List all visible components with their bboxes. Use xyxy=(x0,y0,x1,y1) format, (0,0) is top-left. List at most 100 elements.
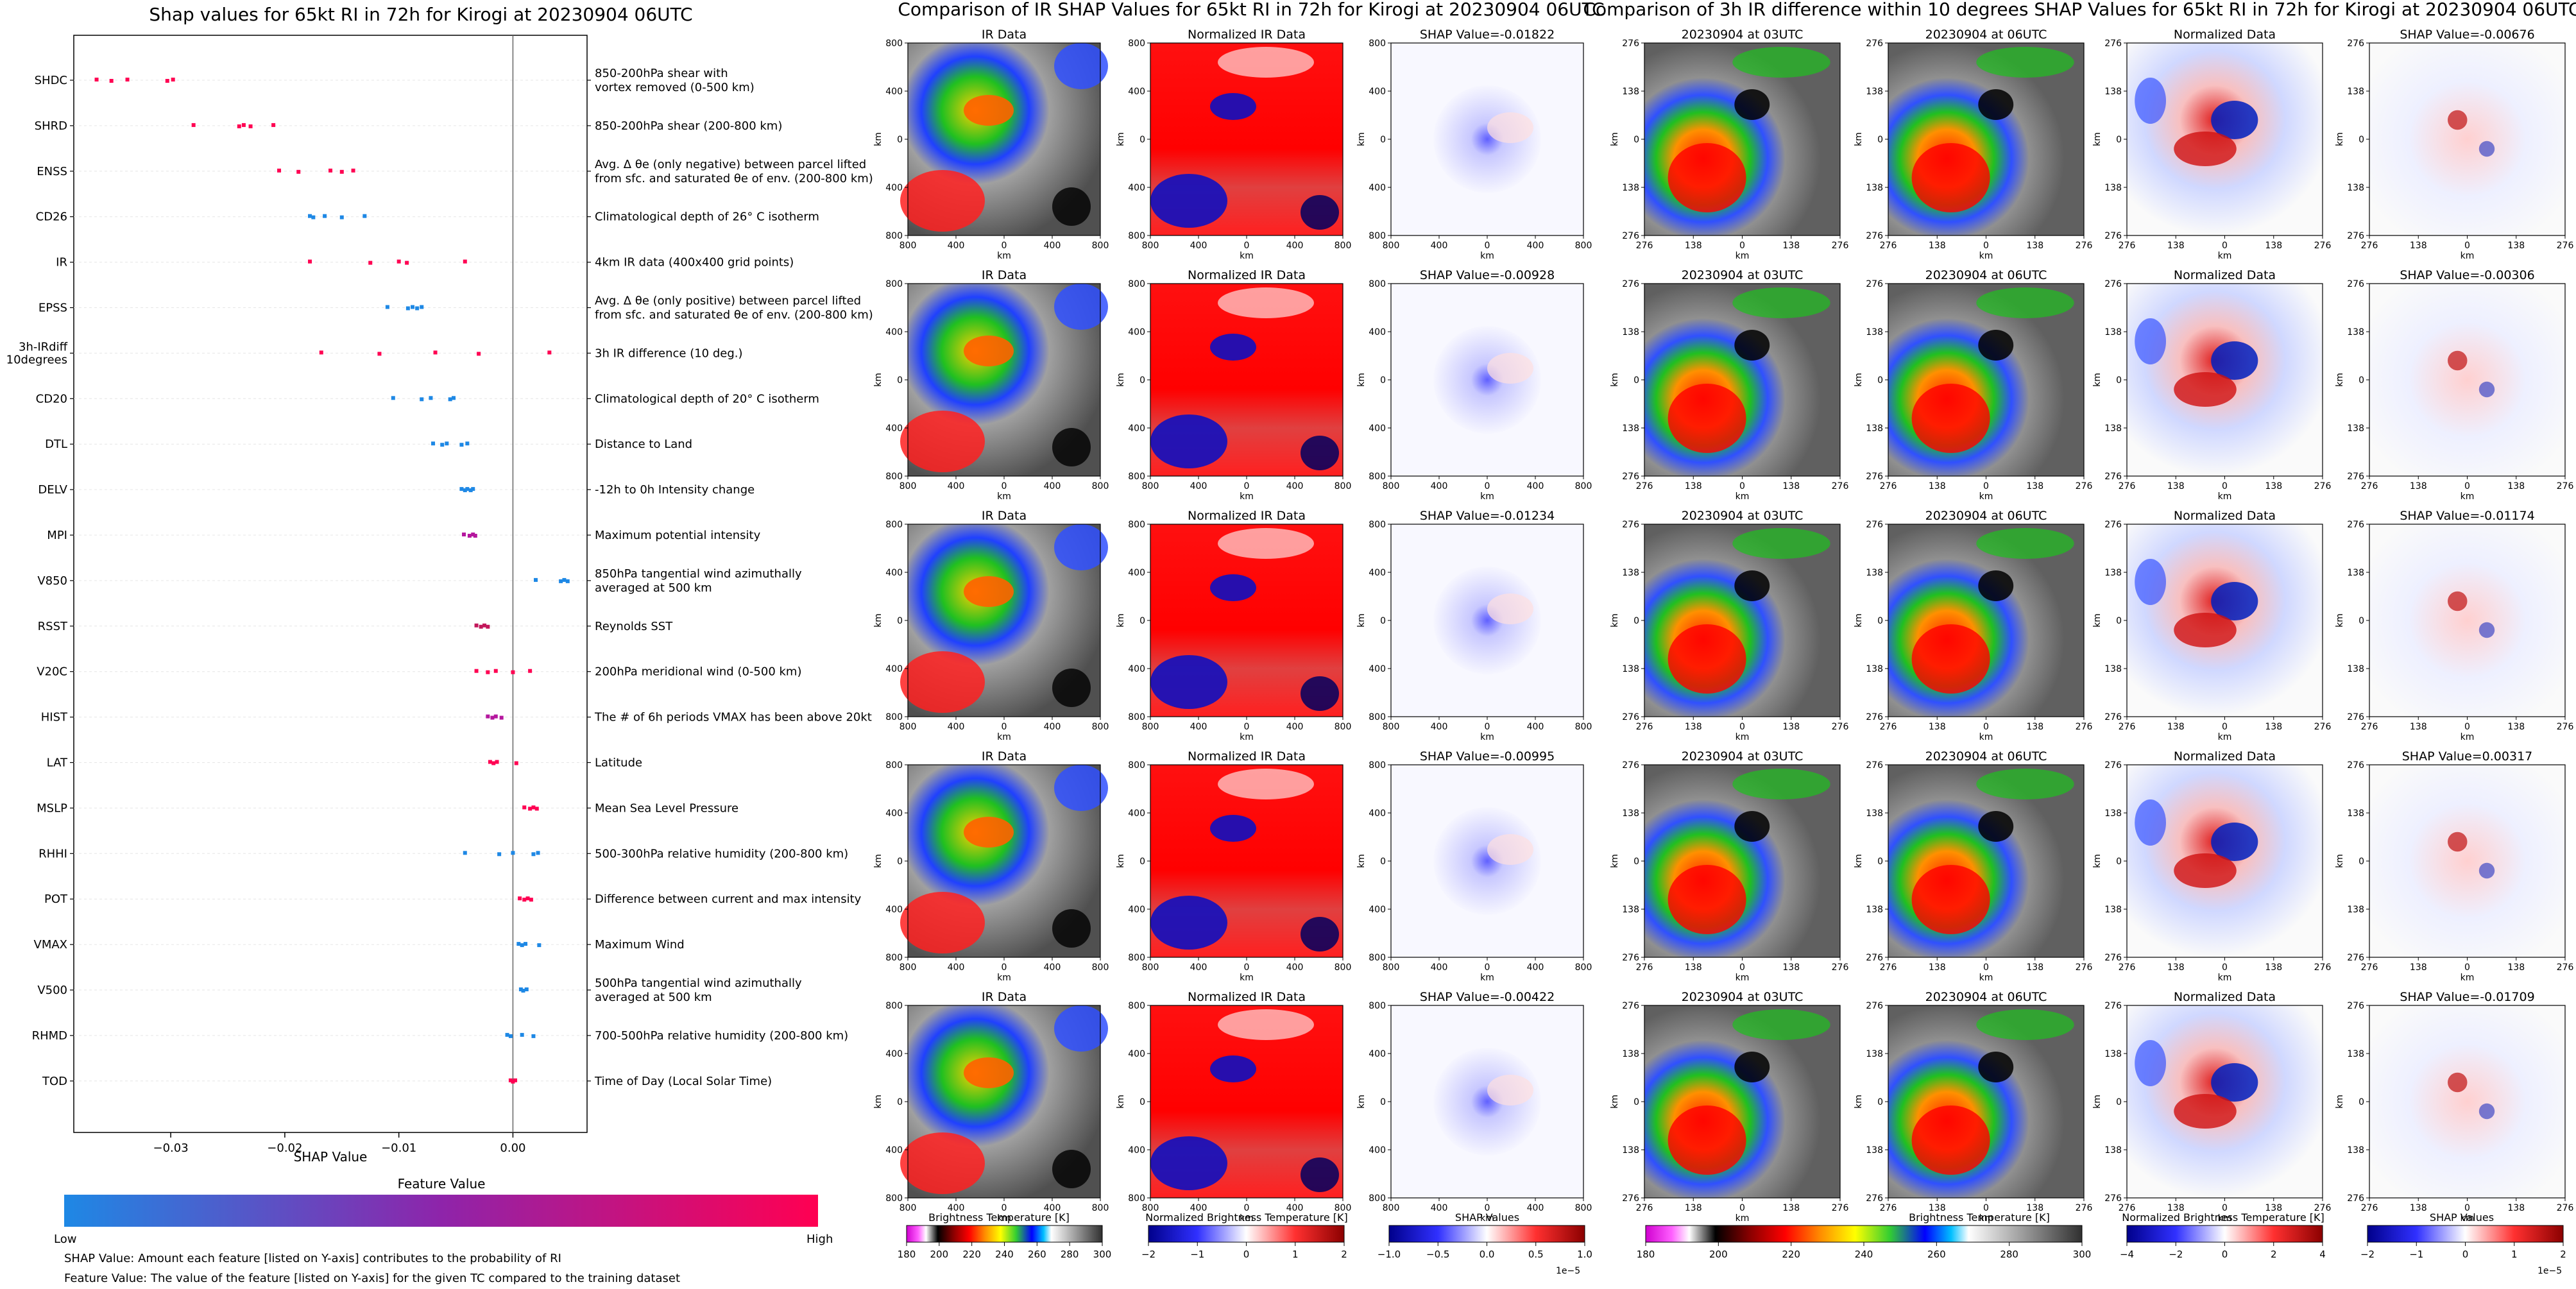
panel-r5-c3: SHAP Value=-0.00422800800400400004004008… xyxy=(1356,990,1592,1224)
x-tick-label: 800 xyxy=(1092,962,1109,973)
x-tick-label: 276 xyxy=(2557,722,2574,732)
panel-r4-c1: 20230904 at 03UTC27627613813800138138276… xyxy=(1610,749,1848,983)
shap-point xyxy=(471,487,475,491)
y-tick-label: 0 xyxy=(1877,135,1883,145)
y-tick-label: 800 xyxy=(885,1001,903,1011)
colorbar-tick-label: 0 xyxy=(2462,1249,2469,1260)
x-tick-label: 0 xyxy=(1244,481,1250,491)
y-tick-label: 800 xyxy=(1369,38,1386,49)
x-tick-label: 138 xyxy=(2507,962,2525,973)
x-axis-label: km xyxy=(1480,1213,1494,1224)
x-axis-label: km xyxy=(1480,491,1494,502)
y-tick-label: 800 xyxy=(1128,1193,1145,1204)
y-tick-label: 800 xyxy=(1369,1193,1386,1204)
x-axis-label: km xyxy=(2461,491,2475,502)
x-tick-label: 400 xyxy=(1431,1203,1448,1213)
x-tick-label: 0 xyxy=(1983,1203,1989,1213)
x-tick-label: 800 xyxy=(1575,481,1592,491)
x-tick-label: 0 xyxy=(1002,481,1007,491)
y-tick-label: 276 xyxy=(2347,472,2364,482)
y-tick-label: 276 xyxy=(1622,279,1639,289)
shap-point xyxy=(463,259,467,264)
x-tick-label: 400 xyxy=(1286,241,1304,251)
x-tick-label: 0 xyxy=(2222,962,2228,973)
colorbar-tick-label: 300 xyxy=(1093,1249,1112,1260)
feature-description: The # of 6h periods VMAX has been above … xyxy=(594,711,872,724)
y-tick-label: 0 xyxy=(1633,857,1639,867)
diff-cb3-exponent: 1e−5 xyxy=(2538,1266,2562,1276)
y-tick-label: 276 xyxy=(2104,953,2122,963)
x-tick-label: 276 xyxy=(2557,1203,2574,1213)
x-tick-label: 276 xyxy=(2314,481,2332,491)
y-tick-label: 800 xyxy=(1128,279,1145,289)
x-tick-label: 800 xyxy=(1142,1203,1159,1213)
x-tick-label: 276 xyxy=(2314,241,2332,251)
shap-point xyxy=(452,396,456,400)
colorbar-tick-label: −2 xyxy=(2169,1249,2183,1260)
x-tick-label: 138 xyxy=(2507,722,2525,732)
x-tick-label: 400 xyxy=(1044,1203,1061,1213)
x-axis-label: km xyxy=(2461,973,2475,983)
x-tick-label: 138 xyxy=(2410,962,2427,973)
x-tick-label: 800 xyxy=(1335,241,1352,251)
feature-description: 200hPa meridional wind (0-500 km) xyxy=(595,665,801,679)
y-tick-label: 800 xyxy=(885,38,903,49)
panel-title: Normalized IR Data xyxy=(1188,509,1306,523)
diff-cb3-ticks: −2 −1 0 1 2 xyxy=(2360,1242,2566,1260)
panel-r4-c3: SHAP Value=-0.00995800800400400004004008… xyxy=(1356,749,1592,983)
colorbar-tick-label: 240 xyxy=(995,1249,1014,1260)
y-tick-label: 138 xyxy=(1866,423,1883,434)
x-tick-label: 400 xyxy=(1286,962,1304,973)
y-tick-label: 276 xyxy=(2347,1193,2364,1204)
x-tick-label: 138 xyxy=(2026,241,2043,251)
shap-point xyxy=(339,215,344,219)
y-tick-label: 800 xyxy=(1369,279,1386,289)
y-axis-label: km xyxy=(1610,373,1620,387)
x-tick-label: 400 xyxy=(1286,722,1304,732)
feature-label: DELV xyxy=(38,483,67,497)
y-tick-label: 138 xyxy=(2347,568,2364,578)
shap-point xyxy=(411,305,414,309)
y-tick-label: 276 xyxy=(1866,953,1883,963)
x-tick-label: 0 xyxy=(2222,481,2228,491)
x-tick-label: 138 xyxy=(2026,1203,2043,1213)
x-axis-label: km xyxy=(1240,251,1254,261)
y-tick-label: 276 xyxy=(1622,1193,1639,1204)
shap-point xyxy=(531,805,536,810)
y-tick-label: 400 xyxy=(1128,423,1145,434)
feature-description: Distance to Land xyxy=(595,438,692,451)
panel-title: Normalized IR Data xyxy=(1188,268,1306,282)
note-feature-value: Feature Value: The value of the feature … xyxy=(64,1272,680,1285)
y-axis-label: km xyxy=(1116,132,1126,146)
y-tick-label: 0 xyxy=(897,1097,903,1107)
y-tick-label: 400 xyxy=(1369,87,1386,97)
feature-label: DTL xyxy=(45,438,67,451)
y-tick-label: 276 xyxy=(2104,712,2122,722)
x-axis: −0.03 −0.02 −0.01 0.00 xyxy=(153,1132,525,1155)
colorbar-tick-label: −2 xyxy=(1141,1249,1156,1260)
y-tick-label: 0 xyxy=(2116,616,2122,626)
panel-title: 20230904 at 03UTC xyxy=(1682,509,1804,523)
shap-point xyxy=(559,579,563,583)
panel-r4-c4: SHAP Value=0.003172762761381380013813827… xyxy=(2335,749,2573,983)
panel-title: 20230904 at 03UTC xyxy=(1682,268,1804,282)
shap-point xyxy=(547,350,552,355)
x-tick-label: 138 xyxy=(2507,1203,2525,1213)
y-tick-label: 138 xyxy=(1622,664,1639,674)
colorbar-tick-label: 200 xyxy=(1709,1249,1728,1260)
x-tick-label: 800 xyxy=(900,241,917,251)
panel-title: Normalized IR Data xyxy=(1188,990,1306,1004)
y-tick-label: 276 xyxy=(1866,712,1883,722)
shap-plot-frame xyxy=(73,35,588,1133)
shap-point xyxy=(397,259,401,264)
x-tick-label: 276 xyxy=(2314,962,2332,973)
y-tick-label: 400 xyxy=(1128,568,1145,578)
shap-point xyxy=(440,443,445,447)
y-tick-label: 138 xyxy=(2104,808,2122,819)
feature-description: 850hPa tangential wind azimuthally averag… xyxy=(595,567,802,595)
x-tick-label: 800 xyxy=(1383,962,1400,973)
x-tick-label: 0 xyxy=(1485,1203,1490,1213)
ir-cb2-ticks: −2 −1 0 1 2 xyxy=(1141,1242,1347,1260)
